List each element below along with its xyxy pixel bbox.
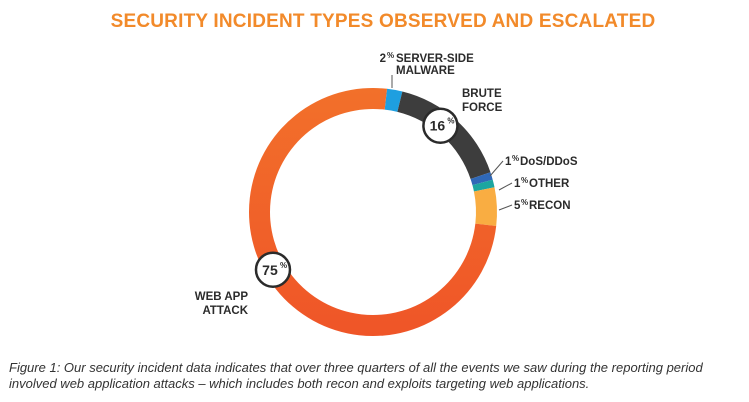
label-dos-ddos: 1% DoS/DDoS — [505, 154, 578, 168]
leader-line-recon — [498, 204, 513, 211]
slice-server-side-malware — [384, 88, 403, 112]
label-value-recon: 5 — [514, 200, 521, 212]
badge-value-brute-force: 16 — [430, 118, 446, 134]
chart-title: SECURITY INCIDENT TYPES OBSERVED AND ESC… — [111, 11, 656, 32]
slice-badges: 16 %75% — [254, 107, 459, 288]
slice-recon — [473, 187, 497, 227]
label-value-dos-ddos: 1 — [505, 156, 512, 168]
label-line-brute-force-0: BRUTE — [462, 88, 502, 100]
label-suffix-server-side-malware: % — [387, 51, 394, 60]
label-other: 1% OTHER — [514, 176, 570, 190]
label-line-recon-0: RECON — [529, 200, 571, 212]
label-line-web-app-attack-1: ATTACK — [202, 305, 248, 317]
label-suffix-other: % — [521, 176, 528, 185]
label-line-server-side-malware-1: MALWARE — [396, 65, 455, 77]
badge-suffix-web-app-attack: % — [280, 261, 287, 270]
label-line-other-0: OTHER — [529, 178, 570, 190]
figure-caption: Figure 1: Our security incident data ind… — [9, 360, 703, 391]
label-recon: 5% RECON — [514, 198, 571, 212]
label-suffix-dos-ddos: % — [512, 154, 519, 163]
label-suffix-recon: % — [521, 198, 528, 207]
slice-dos-ddos — [470, 172, 493, 186]
leader-line-dos-ddos — [489, 160, 504, 177]
label-line-server-side-malware-0: SERVER-SIDE — [396, 53, 474, 65]
donut-slices — [249, 88, 497, 337]
slice-other — [472, 179, 495, 192]
label-web-app-attack: WEB APP ATTACK — [195, 291, 249, 317]
badge-circle-web-app-attack — [254, 251, 292, 288]
badge-circle-brute-force — [422, 107, 459, 144]
label-line-brute-force-1: FORCE — [462, 102, 503, 114]
badge-web-app-attack: 75% — [254, 251, 292, 288]
badge-brute-force: 16% — [422, 107, 459, 144]
badge-suffix-brute-force: % — [447, 117, 454, 126]
leader-line-other — [498, 182, 513, 191]
label-value-server-side-malware: 2 — [380, 53, 386, 65]
badge-value-web-app-attack: 75 — [262, 262, 278, 278]
label-brute-force: BRUTE FORCE — [462, 88, 503, 114]
label-value-other: 1 — [514, 178, 521, 190]
label-line-dos-ddos-0: DoS/DDoS — [520, 156, 578, 168]
label-line-web-app-attack-0: WEB APP — [195, 291, 249, 303]
